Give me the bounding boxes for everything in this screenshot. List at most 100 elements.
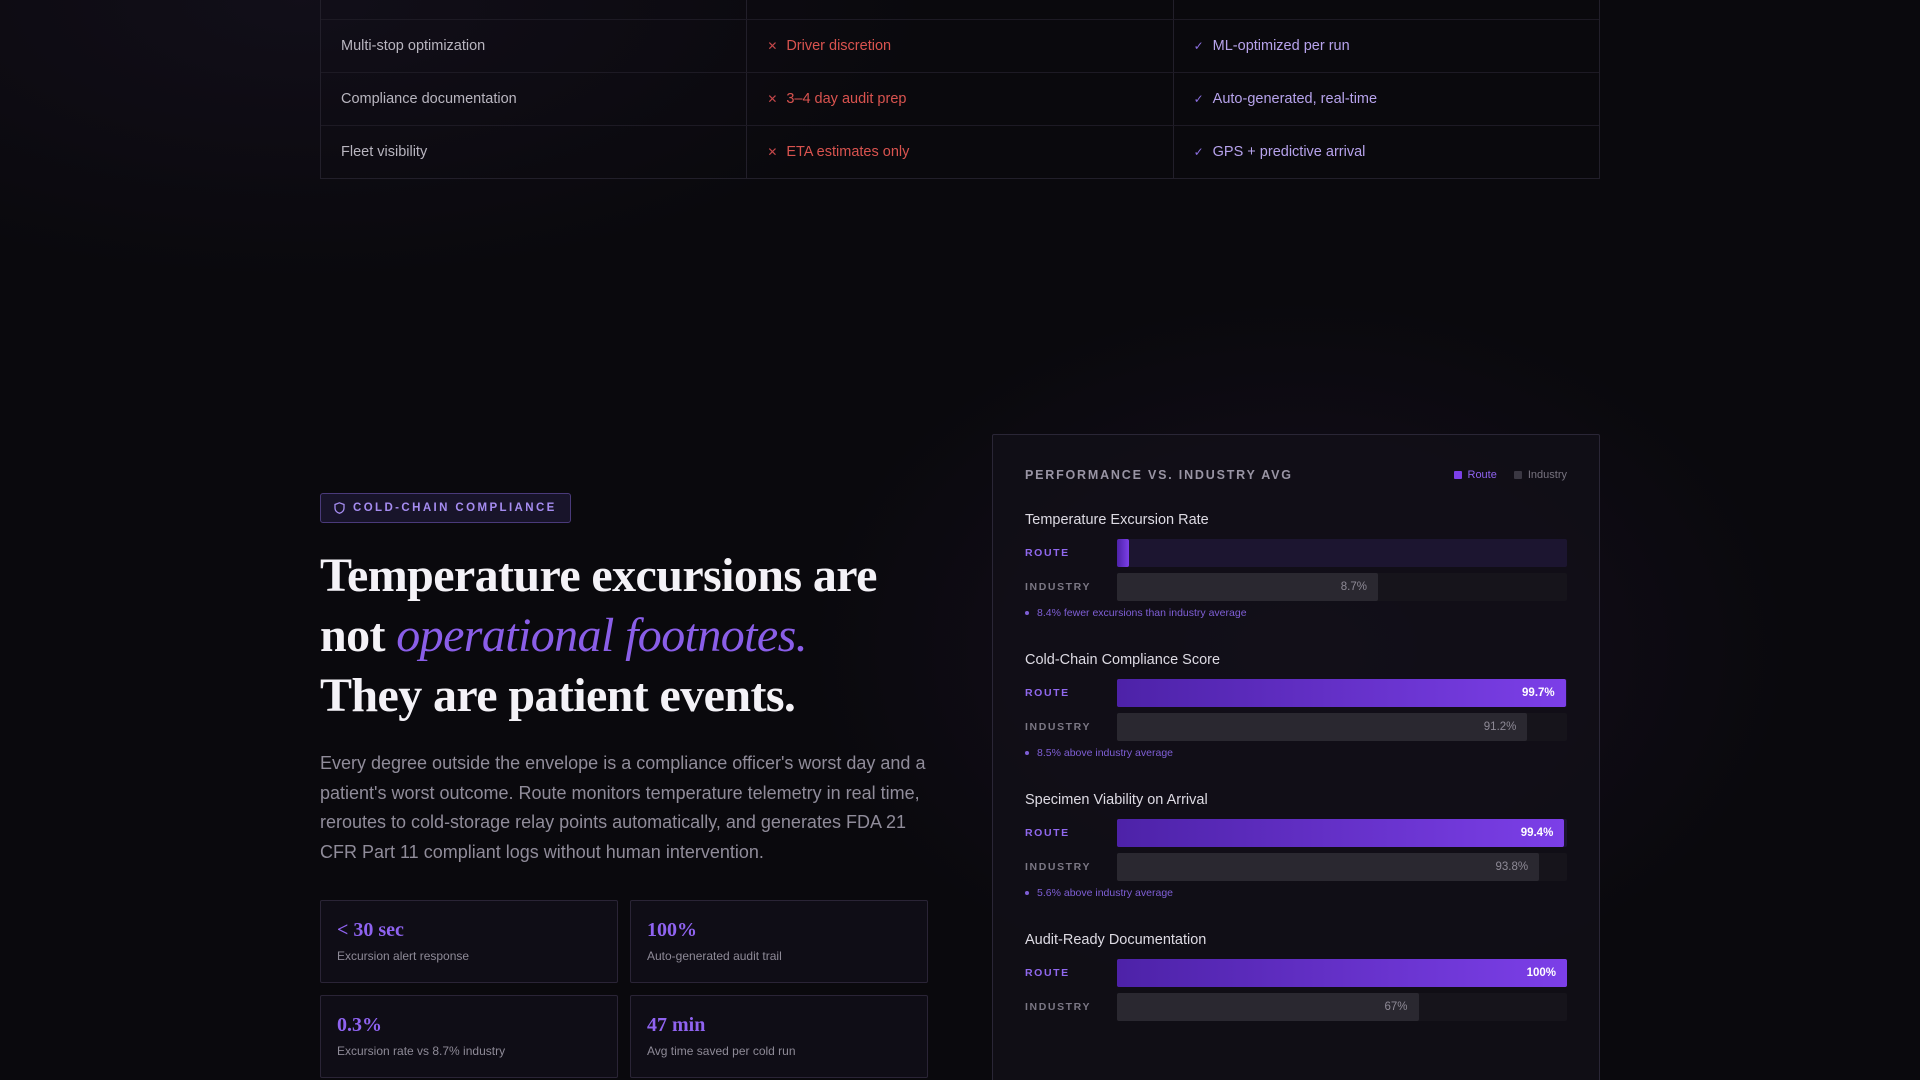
route-bar-track: 100% (1117, 959, 1567, 987)
headline-line-1: Temperature excursions are (320, 549, 877, 602)
check-icon: ✓ (1193, 39, 1204, 53)
comparison-table: Multi-stop optimization ✕ Driver discreti… (320, 0, 1600, 179)
metric-block: Cold-Chain Compliance Score ROUTE 99.7% IND… (1025, 652, 1567, 759)
legacy-value: ETA estimates only (786, 144, 910, 160)
performance-panel: PERFORMANCE VS. INDUSTRY AVG Route Indus… (992, 434, 1600, 1080)
legacy-value: Driver discretion (786, 38, 892, 54)
stat-value: 47 min (647, 1014, 706, 1036)
x-icon: ✕ (767, 39, 778, 53)
legend-swatch-industry (1513, 471, 1522, 479)
bullet-dot-icon (1025, 751, 1029, 755)
stat-value: 0.3% (337, 1014, 382, 1036)
industry-bar-track: 93.8% (1117, 853, 1567, 881)
stat-card: 47 min Avg time saved per cold run (630, 995, 928, 1078)
route-value: GPS + predictive arrival (1212, 144, 1366, 160)
x-icon: ✕ (767, 92, 778, 106)
metric-title: Temperature Excursion Rate (1025, 512, 1209, 528)
industry-bar: 93.8% (1117, 853, 1540, 881)
lede-paragraph: Every degree outside the envelope is a c… (320, 753, 926, 862)
legacy-cell (746, 0, 1172, 19)
x-icon: ✕ (767, 145, 778, 159)
route-value: Auto-generated, real-time (1212, 91, 1378, 107)
metric-block: Temperature Excursion Rate ROUTE INDUSTRY 8… (1025, 512, 1567, 619)
industry-bar-row: INDUSTRY 67% (1025, 993, 1567, 1021)
headline-emphasis: operational footnotes. (396, 609, 808, 662)
metric-title: Cold-Chain Compliance Score (1025, 652, 1221, 668)
route-cell: ✓ GPS + predictive arrival (1172, 126, 1599, 178)
section-badge: COLD-CHAIN COMPLIANCE (320, 493, 571, 523)
feature-cell (321, 0, 746, 19)
legend-industry: Industry (1513, 469, 1567, 481)
metrics-list: Temperature Excursion Rate ROUTE INDUSTRY 8… (1025, 512, 1567, 1021)
bullet-dot-icon (1025, 611, 1029, 615)
metric-block: Audit-Ready Documentation ROUTE 100% INDUST… (1025, 932, 1567, 1021)
check-icon: ✓ (1193, 145, 1204, 159)
headline-prefix: not (320, 609, 397, 662)
route-bar-label: ROUTE (1025, 687, 1070, 699)
industry-bar: 67% (1117, 993, 1419, 1021)
legacy-cell: ✕ Driver discretion (746, 20, 1172, 72)
route-bar-label: ROUTE (1025, 547, 1070, 559)
industry-bar-value: 91.2% (1483, 721, 1517, 733)
stat-label: Excursion alert response (337, 949, 470, 963)
legacy-cell: ✕ 3–4 day audit prep (746, 73, 1172, 125)
panel-header: PERFORMANCE VS. INDUSTRY AVG Route Indus… (1025, 468, 1567, 482)
metric-note-text: 8.4% fewer excursions than industry aver… (1037, 607, 1247, 619)
legend-swatch-route (1453, 471, 1462, 479)
industry-bar-track: 91.2% (1117, 713, 1567, 741)
table-row: Compliance documentation ✕ 3–4 day audit … (321, 72, 1599, 125)
metric-note-text: 8.5% above industry average (1037, 747, 1174, 759)
panel-title: PERFORMANCE VS. INDUSTRY AVG (1025, 468, 1293, 482)
industry-bar-value: 8.7% (1340, 581, 1367, 593)
metric-title: Audit-Ready Documentation (1025, 932, 1207, 948)
stat-value: 100% (647, 919, 697, 941)
stats-grid: < 30 sec Excursion alert response 100% A… (320, 900, 928, 1078)
stat-card: 0.3% Excursion rate vs 8.7% industry (320, 995, 618, 1078)
legend-label-industry: Industry (1527, 469, 1567, 481)
industry-bar-row: INDUSTRY 8.7% (1025, 573, 1567, 601)
legend-route: Route (1453, 469, 1497, 481)
industry-bar: 91.2% (1117, 713, 1528, 741)
metric-block: Specimen Viability on Arrival ROUTE 99.4% I… (1025, 792, 1567, 899)
industry-bar-label: INDUSTRY (1025, 581, 1092, 593)
feature-cell: Compliance documentation (341, 91, 517, 107)
page-headline: Temperature excursions are not operation… (320, 546, 960, 726)
route-cell (1172, 0, 1599, 19)
stat-label: Excursion rate vs 8.7% industry (337, 1044, 506, 1058)
feature-cell: Multi-stop optimization (341, 38, 486, 54)
feature-cell: Fleet visibility (341, 144, 428, 160)
industry-bar-row: INDUSTRY 93.8% (1025, 853, 1567, 881)
table-row: Fleet visibility ✕ ETA estimates only ✓ GP… (321, 125, 1599, 178)
industry-bar-track: 8.7% (1117, 573, 1567, 601)
table-row: Multi-stop optimization ✕ Driver discreti… (321, 19, 1599, 72)
industry-bar-row: INDUSTRY 91.2% (1025, 713, 1567, 741)
stat-label: Avg time saved per cold run (647, 1044, 796, 1058)
route-bar: 99.4% (1117, 819, 1565, 847)
bullet-dot-icon (1025, 891, 1029, 895)
chart-legend: Route Industry (1453, 469, 1567, 481)
route-bar (1117, 539, 1129, 567)
route-bar-row: ROUTE (1025, 539, 1567, 567)
route-bar-row: ROUTE 100% (1025, 959, 1567, 987)
route-bar-label: ROUTE (1025, 827, 1070, 839)
metric-note: 8.5% above industry average (1025, 747, 1567, 759)
legacy-value: 3–4 day audit prep (786, 91, 907, 107)
route-bar-label: ROUTE (1025, 967, 1070, 979)
metric-note: 5.6% above industry average (1025, 887, 1567, 899)
stat-card: < 30 sec Excursion alert response (320, 900, 618, 983)
route-value: ML-optimized per run (1212, 38, 1350, 54)
metric-note-text: 5.6% above industry average (1037, 887, 1174, 899)
route-cell: ✓ Auto-generated, real-time (1172, 73, 1599, 125)
route-bar: 99.7% (1117, 679, 1566, 707)
industry-bar-track: 67% (1117, 993, 1567, 1021)
legend-label-route: Route (1467, 469, 1497, 481)
route-bar-value: 100% (1526, 967, 1556, 979)
metric-note: 8.4% fewer excursions than industry aver… (1025, 607, 1567, 619)
badge-label: COLD-CHAIN COMPLIANCE (353, 502, 557, 514)
route-bar-track: 99.7% (1117, 679, 1567, 707)
industry-bar-value: 93.8% (1495, 861, 1529, 873)
metric-title: Specimen Viability on Arrival (1025, 792, 1208, 808)
table-row (321, 0, 1599, 19)
route-bar-track (1117, 539, 1567, 567)
stat-card: 100% Auto-generated audit trail (630, 900, 928, 983)
